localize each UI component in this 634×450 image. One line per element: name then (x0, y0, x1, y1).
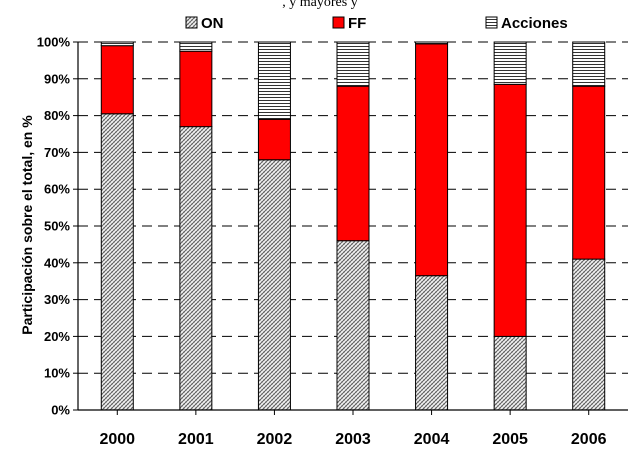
bar-segment-on-2006 (572, 258, 606, 411)
legend: ON FF Acciones (185, 15, 568, 32)
x-tick-label: 2006 (571, 431, 607, 448)
legend-label-ff: FF (348, 15, 366, 32)
bar-segment-ff-2003 (336, 85, 370, 242)
x-tick-label: 2003 (335, 431, 371, 448)
x-tick-label: 2004 (414, 431, 450, 448)
y-axis-label: Participación sobre el total, en % (19, 115, 35, 335)
y-tick-label: 100% (37, 35, 71, 50)
bar-segment-on-2001 (179, 126, 213, 411)
bar-segment-on-2000 (100, 113, 134, 411)
bar-segment-acciones-2001 (179, 41, 213, 52)
bar-segment-ff-2005 (493, 83, 527, 337)
y-tick-label: 0% (51, 403, 70, 418)
x-tick-label: 2001 (178, 431, 214, 448)
y-tick-label: 90% (44, 71, 70, 86)
bar-segment-on-2004 (415, 275, 449, 411)
legend-swatch-ff (332, 16, 345, 29)
y-tick-labels: 0% 10% 20% 30% 40% 50% 60% 70% 80% 90% 100% (37, 35, 71, 418)
legend-label-acciones: Acciones (501, 15, 568, 32)
x-tick-label: 2005 (492, 431, 528, 448)
x-tick-label: 2002 (257, 431, 293, 448)
x-tick-label: 2000 (99, 431, 135, 448)
legend-label-on: ON (201, 15, 224, 32)
bar-segment-ff-2000 (100, 45, 134, 115)
bar-segment-acciones-2004 (415, 41, 449, 45)
y-tick-label: 10% (44, 366, 70, 381)
bar-segment-on-2002 (257, 159, 291, 411)
bar-segment-acciones-2002 (257, 41, 291, 120)
bars (100, 41, 606, 411)
y-tick-label: 60% (44, 182, 70, 197)
bar-segment-ff-2002 (257, 118, 291, 161)
bar-segment-acciones-2006 (572, 41, 606, 87)
bar-segment-ff-2001 (179, 50, 213, 128)
legend-swatch-acciones (485, 16, 498, 29)
y-tick-label: 80% (44, 108, 70, 123)
bar-segment-on-2005 (493, 335, 527, 411)
x-tick-labels: 2000 2001 2002 2003 2004 2005 2006 (99, 410, 607, 448)
y-tick-label: 20% (44, 329, 70, 344)
legend-swatch-on (185, 16, 198, 29)
bar-segment-acciones-2005 (493, 41, 527, 85)
bar-segment-acciones-2003 (336, 41, 370, 87)
bar-segment-ff-2004 (415, 43, 449, 277)
y-tick-label: 50% (44, 219, 70, 234)
y-tick-label: 40% (44, 255, 70, 270)
bar-segment-on-2003 (336, 240, 370, 411)
bar-segment-ff-2006 (572, 85, 606, 260)
y-tick-label: 70% (44, 145, 70, 160)
top-text-fragment: , y mayores y (282, 0, 357, 10)
bar-segment-acciones-2000 (100, 41, 134, 47)
y-tick-label: 30% (44, 292, 70, 307)
